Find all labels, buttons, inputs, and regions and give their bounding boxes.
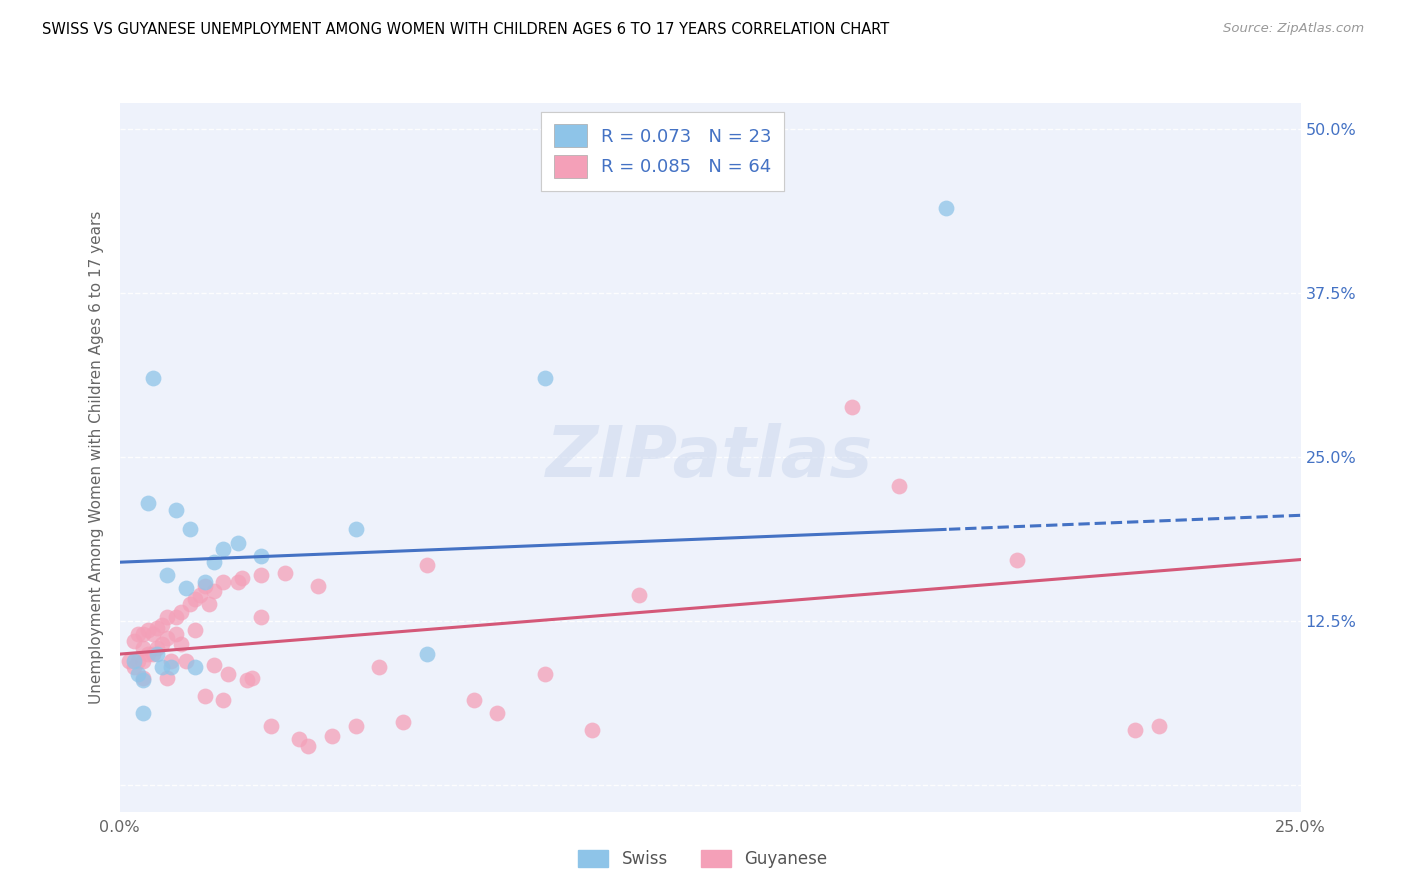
Point [1123,723,1146,738]
Point [533,371,555,385]
Text: ZIPatlas: ZIPatlas [547,423,873,491]
Point [184,624,207,638]
Point [142,627,165,641]
Point [260,719,283,733]
Point [142,371,165,385]
Legend: Swiss, Guyanese: Swiss, Guyanese [572,843,834,875]
Point [132,627,155,641]
Point [486,706,509,721]
Point [236,673,259,688]
Point [202,555,225,569]
Point [132,640,155,655]
Point [217,666,239,681]
Point [212,574,235,589]
Point [184,660,207,674]
Point [212,693,235,707]
Point [184,592,207,607]
Point [935,201,957,215]
Point [392,715,415,730]
Point [368,660,391,674]
Point [150,660,173,674]
Point [132,654,155,668]
Point [156,671,179,685]
Point [344,719,367,733]
Point [174,654,197,668]
Point [415,558,437,572]
Point [150,618,173,632]
Point [136,647,159,661]
Point [887,479,910,493]
Point [165,502,187,516]
Point [165,610,187,624]
Point [132,706,155,721]
Point [136,496,159,510]
Point [226,574,249,589]
Point [202,657,225,672]
Point [240,671,263,685]
Point [226,535,249,549]
Point [297,739,319,753]
Point [1147,719,1170,733]
Point [188,588,211,602]
Point [122,634,145,648]
Point [132,673,155,688]
Point [415,647,437,661]
Point [165,627,187,641]
Point [122,660,145,674]
Point [321,729,343,743]
Point [250,610,273,624]
Point [146,640,169,655]
Point [250,568,273,582]
Point [841,401,863,415]
Point [142,647,165,661]
Point [156,632,179,646]
Point [288,732,311,747]
Point [628,588,651,602]
Point [146,647,169,661]
Point [174,582,197,596]
Point [132,671,155,685]
Point [118,654,141,668]
Point [274,566,297,580]
Point [160,660,183,674]
Text: Source: ZipAtlas.com: Source: ZipAtlas.com [1223,22,1364,36]
Text: SWISS VS GUYANESE UNEMPLOYMENT AMONG WOMEN WITH CHILDREN AGES 6 TO 17 YEARS CORR: SWISS VS GUYANESE UNEMPLOYMENT AMONG WOM… [42,22,890,37]
Point [581,723,603,738]
Point [198,597,221,611]
Point [193,689,215,703]
Point [193,574,215,589]
Point [212,542,235,557]
Point [170,637,193,651]
Point [136,624,159,638]
Point [146,621,169,635]
Point [160,654,183,668]
Point [1005,552,1028,566]
Point [179,522,201,536]
Point [122,654,145,668]
Point [156,610,179,624]
Point [533,666,555,681]
Legend: R = 0.073   N = 23, R = 0.085   N = 64: R = 0.073 N = 23, R = 0.085 N = 64 [541,112,785,191]
Point [156,568,179,582]
Point [127,666,149,681]
Point [202,584,225,599]
Point [127,654,149,668]
Point [344,522,367,536]
Point [150,637,173,651]
Point [170,605,193,619]
Point [250,549,273,563]
Point [463,693,485,707]
Y-axis label: Unemployment Among Women with Children Ages 6 to 17 years: Unemployment Among Women with Children A… [89,211,104,704]
Point [179,597,201,611]
Point [127,627,149,641]
Point [231,571,253,585]
Point [307,579,329,593]
Point [193,579,215,593]
